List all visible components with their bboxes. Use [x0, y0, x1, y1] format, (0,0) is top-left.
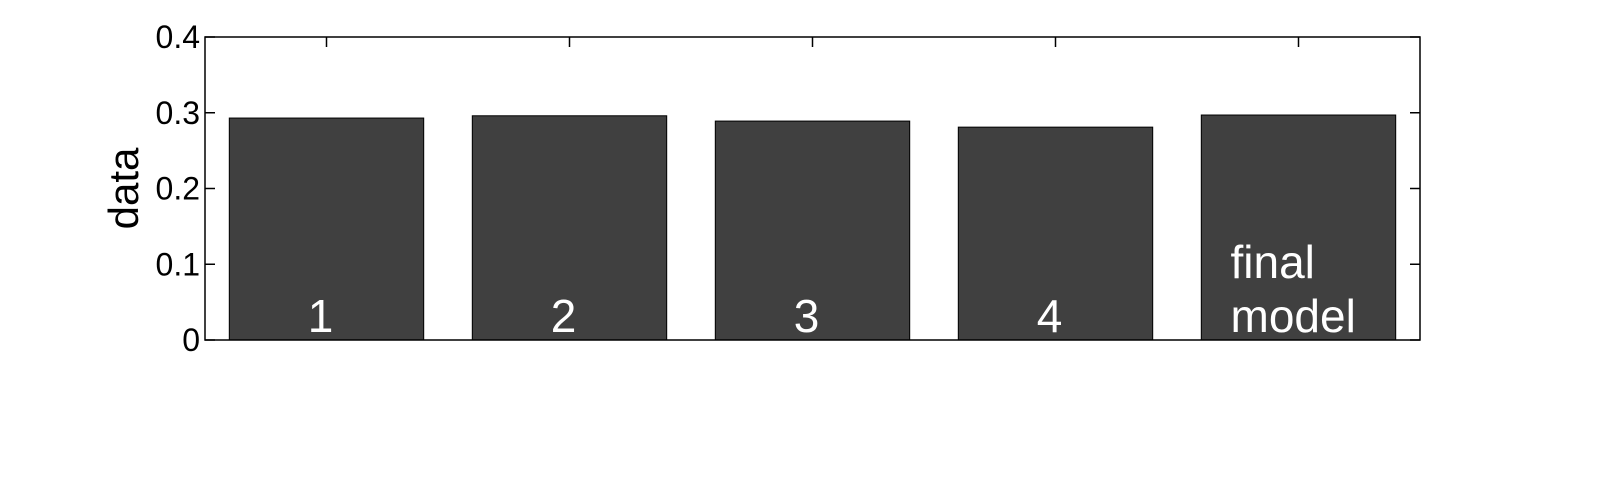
y-tick-labels: 0 0.1 0.2 0.3 0.4 [156, 19, 200, 358]
bar-label-4: 4 [1037, 290, 1063, 342]
bar-label-1: 1 [308, 290, 334, 342]
y-tick-label-0: 0 [182, 322, 200, 358]
bar-label-5-line-1: final [1231, 236, 1315, 288]
y-tick-label-4: 0.4 [156, 19, 200, 55]
bar-1 [228, 117, 425, 341]
bar-label-2: 2 [551, 290, 577, 342]
bars-group [228, 114, 1397, 341]
bar-2 [471, 115, 668, 341]
bar-4 [957, 126, 1154, 341]
y-tick-label-1: 0.1 [156, 246, 200, 282]
y-tick-label-2: 0.2 [156, 171, 200, 207]
bar-label-5-line-2: model [1231, 290, 1356, 342]
bar-label-3: 3 [794, 290, 820, 342]
y-axis-label: data [100, 147, 147, 229]
ticks-group [205, 36, 1420, 341]
bar-5 [1200, 114, 1397, 341]
y-tick-label-3: 0.3 [156, 95, 200, 131]
bar-3 [714, 120, 911, 341]
